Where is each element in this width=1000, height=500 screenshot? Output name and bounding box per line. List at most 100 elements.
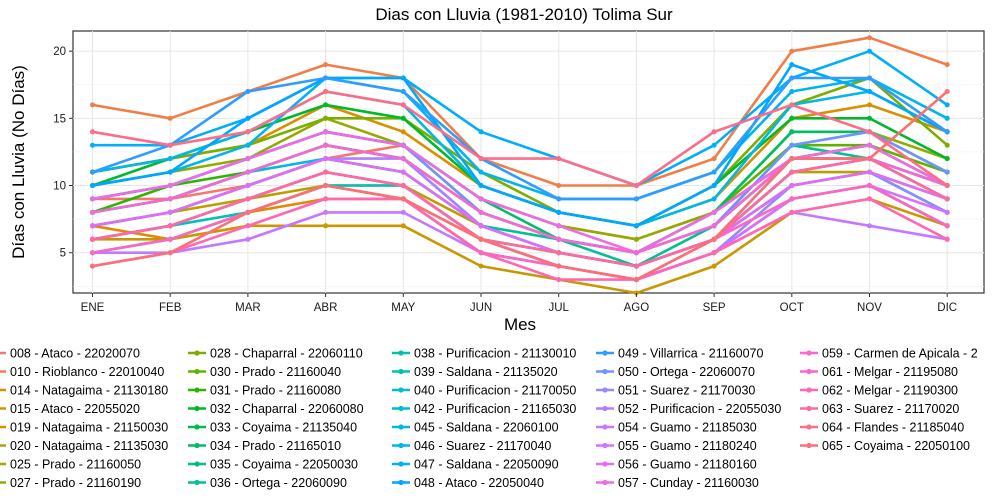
data-point <box>90 209 95 215</box>
data-point <box>633 183 639 188</box>
data-point <box>867 183 872 188</box>
data-point <box>400 156 406 162</box>
data-point <box>90 183 95 188</box>
legend-label: 008 - Ataco - 22020070 <box>10 347 140 361</box>
x-tick-label: MAR <box>235 302 261 314</box>
data-point <box>944 89 950 94</box>
legend-item: 033 - Coyaima - 21135040 <box>188 421 357 435</box>
data-point <box>323 75 329 81</box>
data-point <box>711 263 717 269</box>
y-tick-label: 5 <box>60 248 66 260</box>
data-point <box>400 142 406 148</box>
series-line <box>92 184 948 281</box>
x-tick-label: SEP <box>703 302 726 314</box>
chart-title: Dias con Lluvia (1981-2010) Tolima Sur <box>375 5 673 24</box>
legend-label: 038 - Purificacion - 21130010 <box>414 347 576 361</box>
data-point <box>789 89 795 94</box>
data-point <box>789 129 795 135</box>
data-point <box>633 250 639 256</box>
legend-label: 056 - Guamo - 21180160 <box>618 458 757 472</box>
data-point <box>944 223 950 229</box>
legend-label: 010 - Rioblanco - 22010040 <box>10 365 164 379</box>
series-line <box>92 76 948 201</box>
series-line <box>92 49 948 187</box>
data-point <box>789 169 795 175</box>
legend-swatch-point <box>602 424 608 430</box>
legend-swatch-point <box>806 405 812 412</box>
data-point <box>944 62 950 68</box>
legend-swatch-point <box>602 350 608 356</box>
legend-item: 049 - Villarrica - 21160070 <box>596 347 764 361</box>
x-tick-label: DIC <box>937 302 957 314</box>
data-point <box>711 250 717 256</box>
data-point <box>633 277 639 283</box>
data-point <box>90 223 95 229</box>
y-axis-title: Días con Lluvia (No Días) <box>9 65 28 259</box>
data-point <box>90 250 95 256</box>
legend-label: 054 - Guamo - 21185030 <box>618 421 757 435</box>
x-tick-label: OCT <box>780 302 804 314</box>
data-point <box>867 35 872 41</box>
data-point <box>711 169 717 175</box>
data-point <box>90 129 95 135</box>
data-point <box>323 115 329 121</box>
series-line <box>92 90 948 187</box>
x-tick-label: NOV <box>857 302 882 314</box>
legend-label: 059 - Carmen de Apicala - 2 <box>822 347 978 361</box>
data-point <box>633 196 639 202</box>
data-point <box>789 75 795 81</box>
legend-label: 063 - Suarez - 21170020 <box>822 402 959 416</box>
legend-item: 025 - Prado - 21160050 <box>0 458 141 472</box>
legend-label: 036 - Ortega - 22060090 <box>210 476 347 490</box>
data-point <box>556 183 562 188</box>
legend-item: 045 - Saldana - 22060100 <box>392 421 559 435</box>
legend-swatch-point <box>398 479 404 486</box>
series-line <box>92 197 948 281</box>
x-axis-title: Mes <box>504 315 536 334</box>
data-point <box>944 236 950 242</box>
data-point <box>789 156 795 162</box>
data-point <box>867 196 872 202</box>
legend-item: 020 - Natagaima - 21135030 <box>0 439 168 453</box>
data-point <box>944 196 950 202</box>
data-point <box>245 196 251 202</box>
y-tick-label: 10 <box>53 181 66 193</box>
legend-item: 030 - Prado - 21160040 <box>188 365 341 379</box>
legend-item: 051 - Suarez - 21170030 <box>596 384 755 398</box>
legend-item: 052 - Purificacion - 22055030 <box>596 402 781 416</box>
legend-item: 055 - Guamo - 21180240 <box>596 439 757 453</box>
data-point <box>789 209 795 215</box>
data-point <box>789 48 795 54</box>
data-point <box>323 129 329 135</box>
legend-item: 047 - Saldana - 22050090 <box>392 458 559 472</box>
data-point <box>400 209 406 215</box>
legend-swatch-point <box>806 387 812 393</box>
legend-label: 040 - Purificacion - 21170050 <box>414 384 576 398</box>
legend-label: 061 - Melgar - 21195080 <box>822 365 958 379</box>
data-point <box>167 250 173 256</box>
x-tick-label: AGO <box>624 302 650 314</box>
data-point <box>478 236 484 242</box>
legend-swatch-point <box>194 368 200 375</box>
legend-swatch-point <box>194 461 200 467</box>
data-point <box>556 277 562 283</box>
legend-swatch-point <box>398 368 404 375</box>
x-tick-label: FEB <box>159 302 182 314</box>
legend-label: 042 - Purificacion - 21165030 <box>414 402 576 416</box>
legend-swatch-point <box>398 387 404 393</box>
series-line <box>92 76 949 228</box>
data-point <box>556 250 562 256</box>
data-point <box>323 183 329 188</box>
legend-swatch-point <box>398 461 404 467</box>
legend-label: 065 - Coyaima - 22050100 <box>822 439 970 453</box>
legend-label: 052 - Purificacion - 22055030 <box>618 402 781 416</box>
data-point <box>167 196 173 202</box>
legend-item: 065 - Coyaima - 22050100 <box>800 439 970 453</box>
x-tick-label: JUL <box>548 302 569 314</box>
data-point <box>478 209 484 215</box>
legend-item: 014 - Natagaima - 21130180 <box>0 384 168 398</box>
data-point <box>167 236 173 242</box>
legend-label: 035 - Coyaima - 22050030 <box>210 458 358 472</box>
legend-swatch-point <box>602 405 608 412</box>
data-point <box>323 169 329 175</box>
